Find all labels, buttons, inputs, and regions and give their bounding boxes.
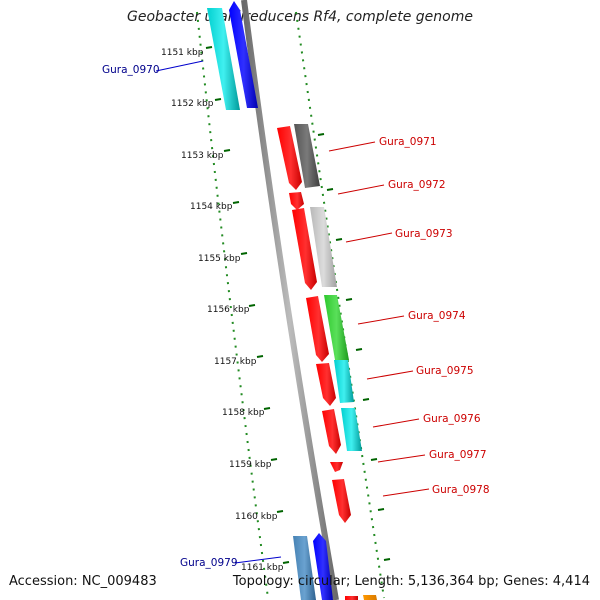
gene-feature-darkgray-1[interactable] (294, 124, 320, 188)
gene-label-gura-0971[interactable]: Gura_0971 (379, 136, 437, 148)
kbp-tick-mark (232, 201, 240, 204)
genome-summary-text: Topology: circular; Length: 5,136,364 bp… (232, 574, 590, 589)
label-line-gura-0975 (366, 370, 414, 380)
gene-label-gura-0970[interactable]: Gura_0970 (102, 64, 160, 76)
gene-feature-orange-1[interactable] (363, 595, 377, 600)
tick-label-1156: 1156 kbp (207, 305, 250, 315)
kbp-ticks (205, 46, 391, 564)
gene-feature-red-4[interactable] (306, 296, 329, 362)
backbone-line (241, 0, 339, 600)
gene-feature-red-7[interactable] (330, 462, 343, 472)
ring-tick-mark (345, 298, 353, 301)
gene-feature-red-2[interactable] (289, 192, 304, 210)
ring-tick-mark (362, 398, 370, 401)
ring-tick-mark (317, 133, 325, 136)
gene-label-gura-0978[interactable]: Gura_0978 (432, 484, 490, 496)
label-line-gura-0974 (357, 315, 405, 325)
outer-ring-dotted-left (196, 11, 269, 599)
gene-feature-steel-1[interactable] (293, 536, 316, 600)
gene-feature-lightgray-1[interactable] (310, 207, 337, 287)
label-line-gura-0978 (382, 488, 430, 497)
gene-label-gura-0974[interactable]: Gura_0974 (408, 310, 466, 322)
gene-feature-blue-2[interactable] (313, 533, 333, 600)
kbp-tick-mark (248, 304, 256, 307)
gene-feature-red-6[interactable] (322, 409, 341, 454)
ring-tick-mark (370, 458, 378, 461)
gene-feature-red-3[interactable] (292, 208, 317, 290)
tick-label-1158: 1158 kbp (222, 408, 265, 418)
kbp-tick-mark (214, 98, 222, 101)
label-line-gura-0977 (377, 454, 426, 463)
kbp-tick-mark (205, 46, 213, 49)
tick-label-1152: 1152 kbp (171, 99, 214, 109)
label-line-gura-0973 (345, 232, 393, 243)
gene-feature-cyan-2[interactable] (341, 408, 362, 451)
kbp-tick-mark (256, 355, 264, 358)
gene-feature-cyan-top[interactable] (207, 8, 240, 110)
label-line-gura-0971 (328, 141, 376, 152)
ring-tick-mark (383, 558, 391, 561)
gene-feature-red-5[interactable] (316, 363, 336, 406)
tick-label-1153: 1153 kbp (181, 151, 224, 161)
kbp-tick-mark (276, 510, 284, 513)
tick-label-1151: 1151 kbp (161, 48, 204, 58)
gene-label-gura-0979[interactable]: Gura_0979 (180, 557, 238, 569)
gene-label-gura-0976[interactable]: Gura_0976 (423, 413, 481, 425)
label-line-gura-0970 (155, 60, 204, 72)
tick-label-1157: 1157 kbp (214, 357, 257, 367)
kbp-tick-mark (270, 458, 278, 461)
tick-label-1160: 1160 kbp (235, 512, 278, 522)
gene-feature-red-9[interactable] (345, 596, 358, 600)
gene-feature-green-1[interactable] (324, 295, 349, 360)
tick-label-1154: 1154 kbp (190, 202, 233, 212)
gene-feature-blue-top[interactable] (229, 1, 258, 108)
tick-label-1159: 1159 kbp (229, 460, 272, 470)
gene-label-gura-0972[interactable]: Gura_0972 (388, 179, 446, 191)
outer-ring-dotted-right (295, 11, 385, 599)
gene-label-gura-0975[interactable]: Gura_0975 (416, 365, 474, 377)
ring-tick-mark (326, 188, 334, 191)
ring-tick-mark (355, 348, 363, 351)
label-line-gura-0976 (372, 418, 420, 428)
label-line-gura-0972 (337, 184, 385, 195)
accession-text: Accession: NC_009483 (9, 574, 157, 589)
tick-label-1155: 1155 kbp (198, 254, 241, 264)
kbp-tick-mark (263, 407, 271, 410)
ring-tick-mark (335, 238, 343, 241)
tick-label-1161: 1161 kbp (241, 563, 284, 573)
kbp-tick-mark (240, 252, 248, 255)
gene-feature-red-1[interactable] (277, 126, 302, 190)
kbp-tick-mark (282, 561, 290, 564)
gene-feature-cyan-1[interactable] (334, 360, 354, 403)
label-line-gura-0979 (234, 556, 282, 564)
kbp-tick-labels: 1151 kbp 1152 kbp 1153 kbp 1154 kbp 1155… (161, 48, 284, 573)
gene-label-gura-0977[interactable]: Gura_0977 (429, 449, 487, 461)
ring-tick-mark (377, 508, 385, 511)
gene-label-gura-0973[interactable]: Gura_0973 (395, 228, 453, 240)
kbp-tick-mark (223, 149, 231, 152)
gene-feature-red-8[interactable] (332, 479, 351, 523)
